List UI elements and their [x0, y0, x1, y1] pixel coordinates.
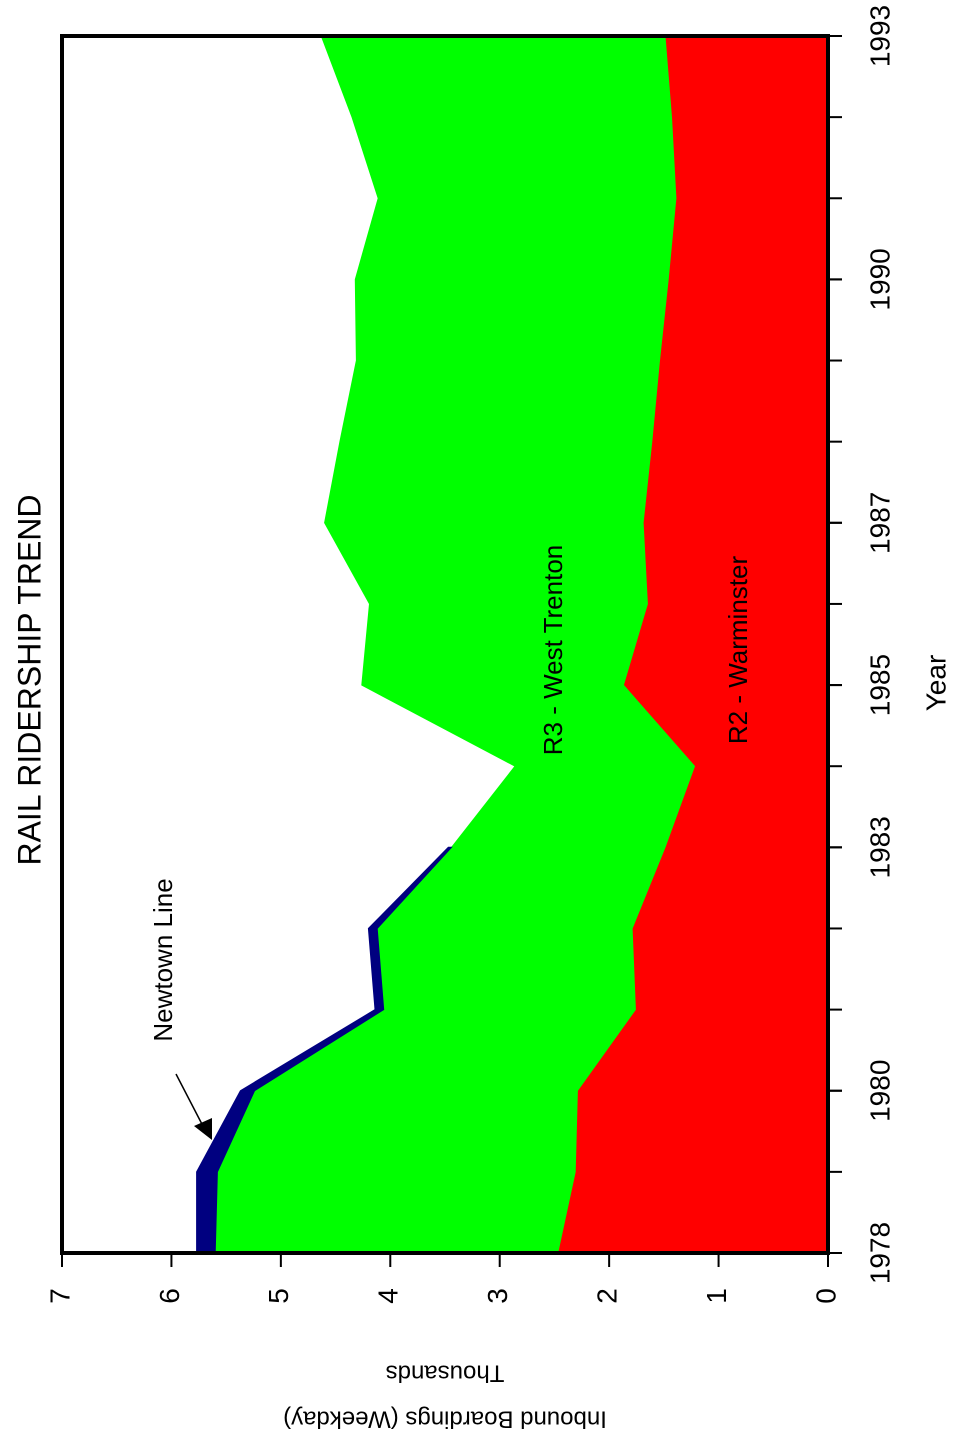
- y-tick-label: 5: [263, 1288, 294, 1304]
- series-label: R2 - Warminster: [723, 556, 753, 745]
- y-tick-label: 3: [482, 1288, 513, 1304]
- annotation-arrowhead: [194, 1118, 212, 1140]
- y-tick-label: 1: [701, 1288, 732, 1304]
- y-axis-label: Thousands: [386, 1360, 505, 1387]
- y-tick-label: 0: [810, 1288, 841, 1304]
- y-tick-label: 2: [592, 1288, 623, 1304]
- x-tick-label: 1990: [864, 248, 895, 310]
- series-label: Newtown Line: [148, 878, 178, 1041]
- y-tick-label: 6: [154, 1288, 185, 1304]
- y-tick-label: 7: [44, 1288, 75, 1304]
- x-tick-label: 1985: [864, 654, 895, 716]
- y-tick-label: 4: [373, 1288, 404, 1304]
- plot-frame: [60, 34, 830, 1255]
- x-tick-label: 1980: [864, 1060, 895, 1122]
- y-axis-label: Inbound Boardings (Weekday): [283, 1406, 607, 1433]
- x-tick-label: 1978: [864, 1222, 895, 1284]
- chart-body: RAIL RIDERSHIP TREND Year Inbound Boardi…: [11, 5, 951, 1433]
- x-tick-label: 1987: [864, 492, 895, 554]
- area: [196, 846, 453, 1254]
- series-label: R3 - West Trenton: [538, 545, 568, 756]
- x-tick-label: 1993: [864, 5, 895, 67]
- x-axis-label: Year: [920, 655, 951, 712]
- annotation-arrow: [175, 1073, 206, 1131]
- chart-title: RAIL RIDERSHIP TREND: [11, 494, 47, 865]
- x-tick-label: 1983: [864, 816, 895, 878]
